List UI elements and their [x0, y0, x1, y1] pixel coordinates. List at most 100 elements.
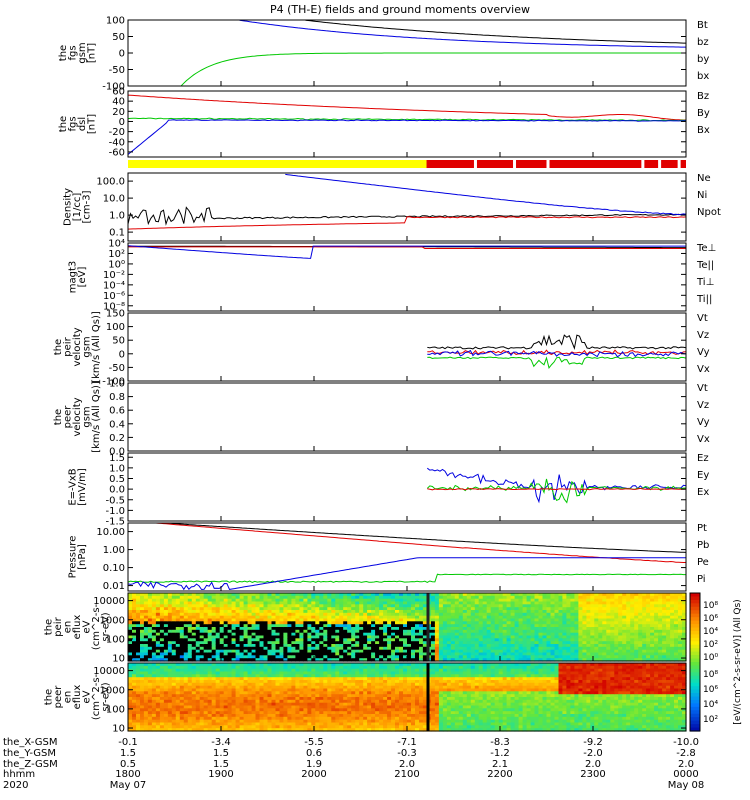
- spectrogram-cell: [171, 722, 177, 726]
- spectrogram-cell: [562, 607, 567, 611]
- spectrogram-cell: [438, 624, 444, 628]
- spectrogram-cell: [167, 641, 173, 645]
- spectrogram-cell: [634, 632, 639, 637]
- spectrogram-cell: [682, 646, 687, 651]
- spectrogram-cell: [391, 604, 396, 608]
- spectrogram-cell: [622, 655, 627, 659]
- spectrogram-cell: [311, 719, 316, 724]
- spectrogram-cell: [454, 593, 460, 597]
- spectrogram-cell: [271, 646, 277, 651]
- spectrogram-cell: [295, 674, 300, 678]
- y-tick-label: 100: [106, 322, 125, 333]
- spectrogram-cell: [319, 638, 324, 642]
- spectrogram-cell: [355, 621, 360, 625]
- spectrogram-cell: [311, 714, 316, 718]
- spectrogram-cell: [331, 644, 336, 648]
- spectrogram-cell: [259, 674, 265, 678]
- spectrogram-cell: [179, 649, 185, 654]
- spectrogram-cell: [199, 674, 205, 678]
- spectrogram-cell: [343, 663, 348, 667]
- spectrogram-cell: [175, 711, 181, 715]
- spectrogram-cell: [143, 699, 149, 704]
- spectrogram-cell: [175, 595, 181, 600]
- spectrogram-cell: [399, 610, 404, 614]
- spectrogram-cell: [586, 624, 591, 628]
- spectrogram-cell: [315, 604, 320, 608]
- spectrogram-cell: [422, 621, 428, 625]
- spectrogram-cell: [140, 665, 145, 670]
- spectrogram-cell: [151, 627, 157, 631]
- spectrogram-cell: [171, 728, 177, 732]
- spectrogram-cell: [578, 595, 583, 600]
- spectrogram-cell: [291, 699, 296, 704]
- spectrogram-cell: [143, 728, 149, 732]
- spectrogram-cell: [279, 677, 285, 681]
- spectrogram-cell: [502, 638, 508, 642]
- spectrogram-cell: [546, 644, 552, 648]
- spectrogram-cell: [590, 612, 595, 617]
- spectrogram-cell: [538, 615, 544, 620]
- spectrogram-cell: [263, 708, 269, 712]
- spectrogram-cell: [203, 708, 209, 712]
- spectrogram-cell: [267, 677, 273, 681]
- spectrogram-cell: [207, 655, 213, 659]
- spectrogram-cell: [546, 624, 552, 628]
- spectrogram-cell: [399, 655, 404, 659]
- spectrogram-cell: [179, 702, 185, 707]
- spectrogram-cell: [339, 711, 344, 715]
- spectrogram-cell: [363, 601, 368, 605]
- spectrogram-cell: [136, 714, 141, 718]
- spectrogram-cell: [666, 615, 671, 620]
- spectrogram-cell: [446, 635, 452, 639]
- spectrogram-cell: [434, 629, 440, 634]
- spectrogram-cell: [642, 655, 647, 659]
- spectrogram-cell: [307, 607, 312, 611]
- spectrogram-cell: [618, 615, 623, 620]
- spectrogram-cell: [339, 716, 344, 721]
- spectrogram-cell: [159, 699, 165, 704]
- spectrogram-cell: [307, 624, 312, 628]
- spectrogram-cell: [478, 638, 484, 642]
- spectrogram-cell: [163, 604, 169, 608]
- spectrogram-cell: [187, 708, 193, 712]
- spectrogram-cell: [155, 714, 161, 718]
- spectrogram-cell: [132, 702, 137, 707]
- spectrogram-cell: [283, 627, 288, 631]
- spectrogram-cell: [375, 655, 380, 659]
- spectrogram-cell: [578, 593, 583, 597]
- spectrogram-cell: [279, 624, 285, 628]
- spectrogram-cell: [654, 652, 659, 656]
- spectrogram-cell: [558, 593, 564, 597]
- spectrogram-cell: [422, 627, 428, 631]
- spectrogram-cell: [670, 595, 675, 600]
- spectrogram-cell: [550, 604, 556, 608]
- spectrogram-cell: [199, 694, 205, 698]
- spectrogram-cell: [239, 688, 245, 692]
- spectrogram-cell: [634, 615, 639, 620]
- spectrogram-cell: [411, 652, 416, 656]
- spectrogram-cell: [231, 716, 237, 721]
- spectrogram-cell: [526, 658, 532, 662]
- spectrogram-cell: [239, 711, 245, 715]
- spectrogram-cell: [155, 632, 161, 637]
- spectrogram-cell: [530, 607, 536, 611]
- spectrogram-cell: [283, 612, 288, 617]
- spectrogram-cell: [195, 716, 201, 721]
- spectrogram-cell: [311, 641, 316, 645]
- spectrogram-cell: [670, 649, 675, 654]
- spectrogram-cell: [279, 601, 285, 605]
- spectrogram-cell: [407, 601, 412, 605]
- spectrogram-cell: [430, 607, 436, 611]
- spectrogram-cell: [311, 601, 316, 605]
- spectrogram-cell: [128, 604, 133, 608]
- spectrogram-cell: [159, 593, 165, 597]
- spectrogram-cell: [167, 601, 173, 605]
- spectrogram-cell: [422, 632, 428, 637]
- spectrogram-cell: [275, 668, 281, 673]
- spectrogram-cell: [626, 644, 631, 648]
- spectrogram-cell: [136, 649, 141, 654]
- spectrogram-cell: [550, 649, 556, 654]
- spectrogram-cell: [570, 610, 575, 614]
- spectrogram-cell: [151, 702, 157, 707]
- spectrogram-cell: [140, 725, 145, 729]
